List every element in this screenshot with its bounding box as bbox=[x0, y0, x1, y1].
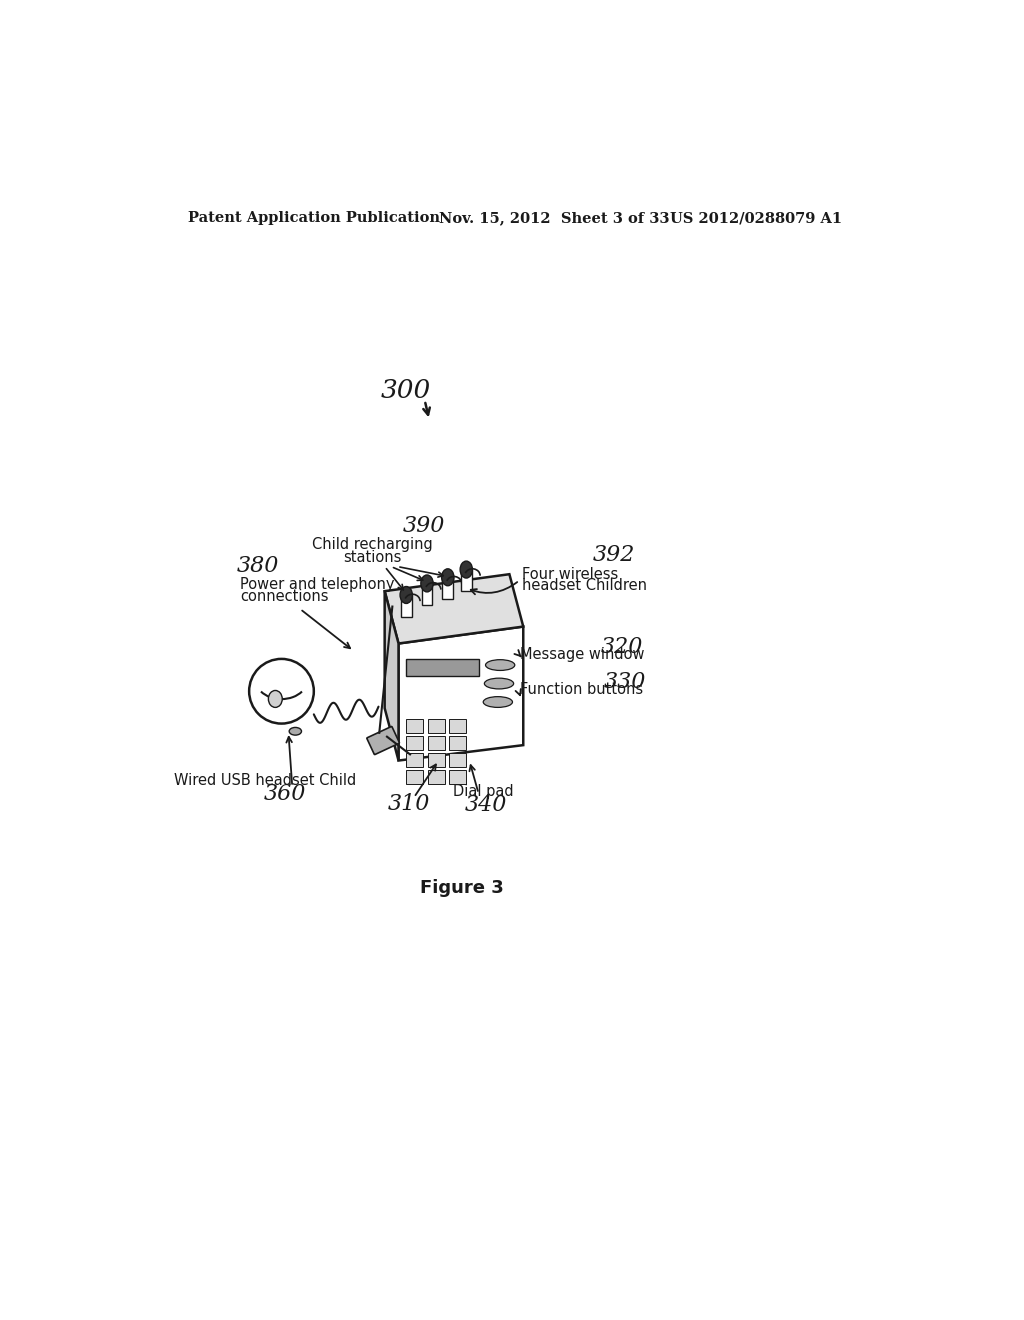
Text: Child recharging: Child recharging bbox=[312, 537, 433, 553]
Text: Function buttons: Function buttons bbox=[520, 682, 643, 697]
FancyBboxPatch shape bbox=[367, 726, 399, 755]
Polygon shape bbox=[407, 719, 423, 733]
Ellipse shape bbox=[400, 586, 413, 603]
Text: Nov. 15, 2012  Sheet 3 of 33: Nov. 15, 2012 Sheet 3 of 33 bbox=[438, 211, 669, 226]
Polygon shape bbox=[385, 591, 398, 760]
Text: 330: 330 bbox=[604, 671, 646, 693]
Text: 360: 360 bbox=[263, 783, 306, 805]
Polygon shape bbox=[428, 770, 444, 784]
Text: 320: 320 bbox=[600, 636, 643, 657]
Polygon shape bbox=[450, 770, 466, 784]
Ellipse shape bbox=[485, 660, 515, 671]
Polygon shape bbox=[385, 574, 523, 644]
Polygon shape bbox=[442, 577, 454, 599]
Text: 310: 310 bbox=[388, 792, 430, 814]
Polygon shape bbox=[400, 595, 412, 616]
Ellipse shape bbox=[441, 569, 454, 586]
Text: US 2012/0288079 A1: US 2012/0288079 A1 bbox=[670, 211, 842, 226]
Polygon shape bbox=[407, 770, 423, 784]
Text: headset Children: headset Children bbox=[521, 578, 647, 593]
Text: 340: 340 bbox=[465, 795, 508, 816]
Ellipse shape bbox=[289, 727, 301, 735]
Polygon shape bbox=[461, 570, 472, 591]
Polygon shape bbox=[422, 583, 432, 605]
Text: stations: stations bbox=[343, 549, 401, 565]
Polygon shape bbox=[407, 737, 423, 750]
Text: Dial pad: Dial pad bbox=[453, 784, 513, 799]
Polygon shape bbox=[407, 752, 423, 767]
Ellipse shape bbox=[483, 697, 512, 708]
Text: Four wireless: Four wireless bbox=[521, 566, 617, 582]
Polygon shape bbox=[428, 719, 444, 733]
Text: 392: 392 bbox=[593, 544, 635, 566]
Polygon shape bbox=[407, 659, 478, 676]
Polygon shape bbox=[428, 737, 444, 750]
Text: connections: connections bbox=[240, 589, 329, 605]
Polygon shape bbox=[450, 752, 466, 767]
Text: Power and telephony: Power and telephony bbox=[240, 577, 394, 593]
Ellipse shape bbox=[460, 561, 472, 578]
Ellipse shape bbox=[268, 690, 283, 708]
Text: 390: 390 bbox=[402, 516, 444, 537]
Text: Figure 3: Figure 3 bbox=[420, 879, 504, 898]
Text: Wired USB headset Child: Wired USB headset Child bbox=[174, 774, 356, 788]
Ellipse shape bbox=[484, 678, 514, 689]
Text: Patent Application Publication: Patent Application Publication bbox=[188, 211, 440, 226]
Polygon shape bbox=[450, 737, 466, 750]
Polygon shape bbox=[450, 719, 466, 733]
Text: 300: 300 bbox=[381, 379, 431, 404]
Ellipse shape bbox=[421, 576, 433, 591]
Text: 380: 380 bbox=[237, 556, 280, 578]
Polygon shape bbox=[398, 627, 523, 760]
Polygon shape bbox=[428, 752, 444, 767]
Text: Message window: Message window bbox=[520, 647, 645, 661]
